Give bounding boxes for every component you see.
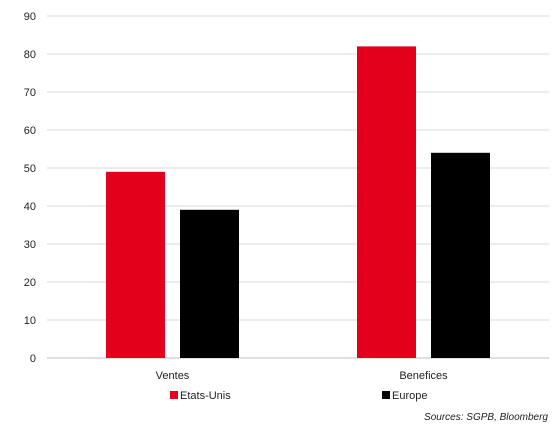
y-tick-label: 10 — [24, 315, 36, 327]
legend-label: Europe — [392, 390, 427, 402]
y-tick-label: 90 — [24, 11, 36, 23]
legend: Etats-Unis Europe — [170, 390, 427, 402]
y-tick-label: 40 — [24, 201, 36, 213]
y-axis-tick-labels: 0 10 20 30 40 50 60 70 80 90 — [24, 11, 36, 365]
source-note: Sources: SGPB, Bloomberg — [424, 412, 548, 423]
y-tick-label: 30 — [24, 239, 36, 251]
y-tick-label: 20 — [24, 277, 36, 289]
y-tick-label: 0 — [30, 353, 36, 365]
bar-europe-benefices — [431, 152, 490, 358]
y-tick-label: 70 — [24, 87, 36, 99]
legend-label: Etats-Unis — [180, 390, 231, 402]
category-label: Benefices — [399, 370, 448, 382]
bar-etats-unis-ventes — [106, 171, 165, 358]
y-tick-label: 60 — [24, 125, 36, 137]
bar-etats-unis-benefices — [357, 46, 416, 359]
y-tick-label: 80 — [24, 49, 36, 61]
bar-europe-ventes — [180, 209, 239, 358]
y-tick-label: 50 — [24, 163, 36, 175]
legend-swatch — [382, 391, 390, 399]
bars — [106, 46, 490, 359]
category-label: Ventes — [156, 370, 190, 382]
x-axis-category-labels: Ventes Benefices — [156, 370, 448, 382]
legend-swatch — [170, 391, 178, 399]
